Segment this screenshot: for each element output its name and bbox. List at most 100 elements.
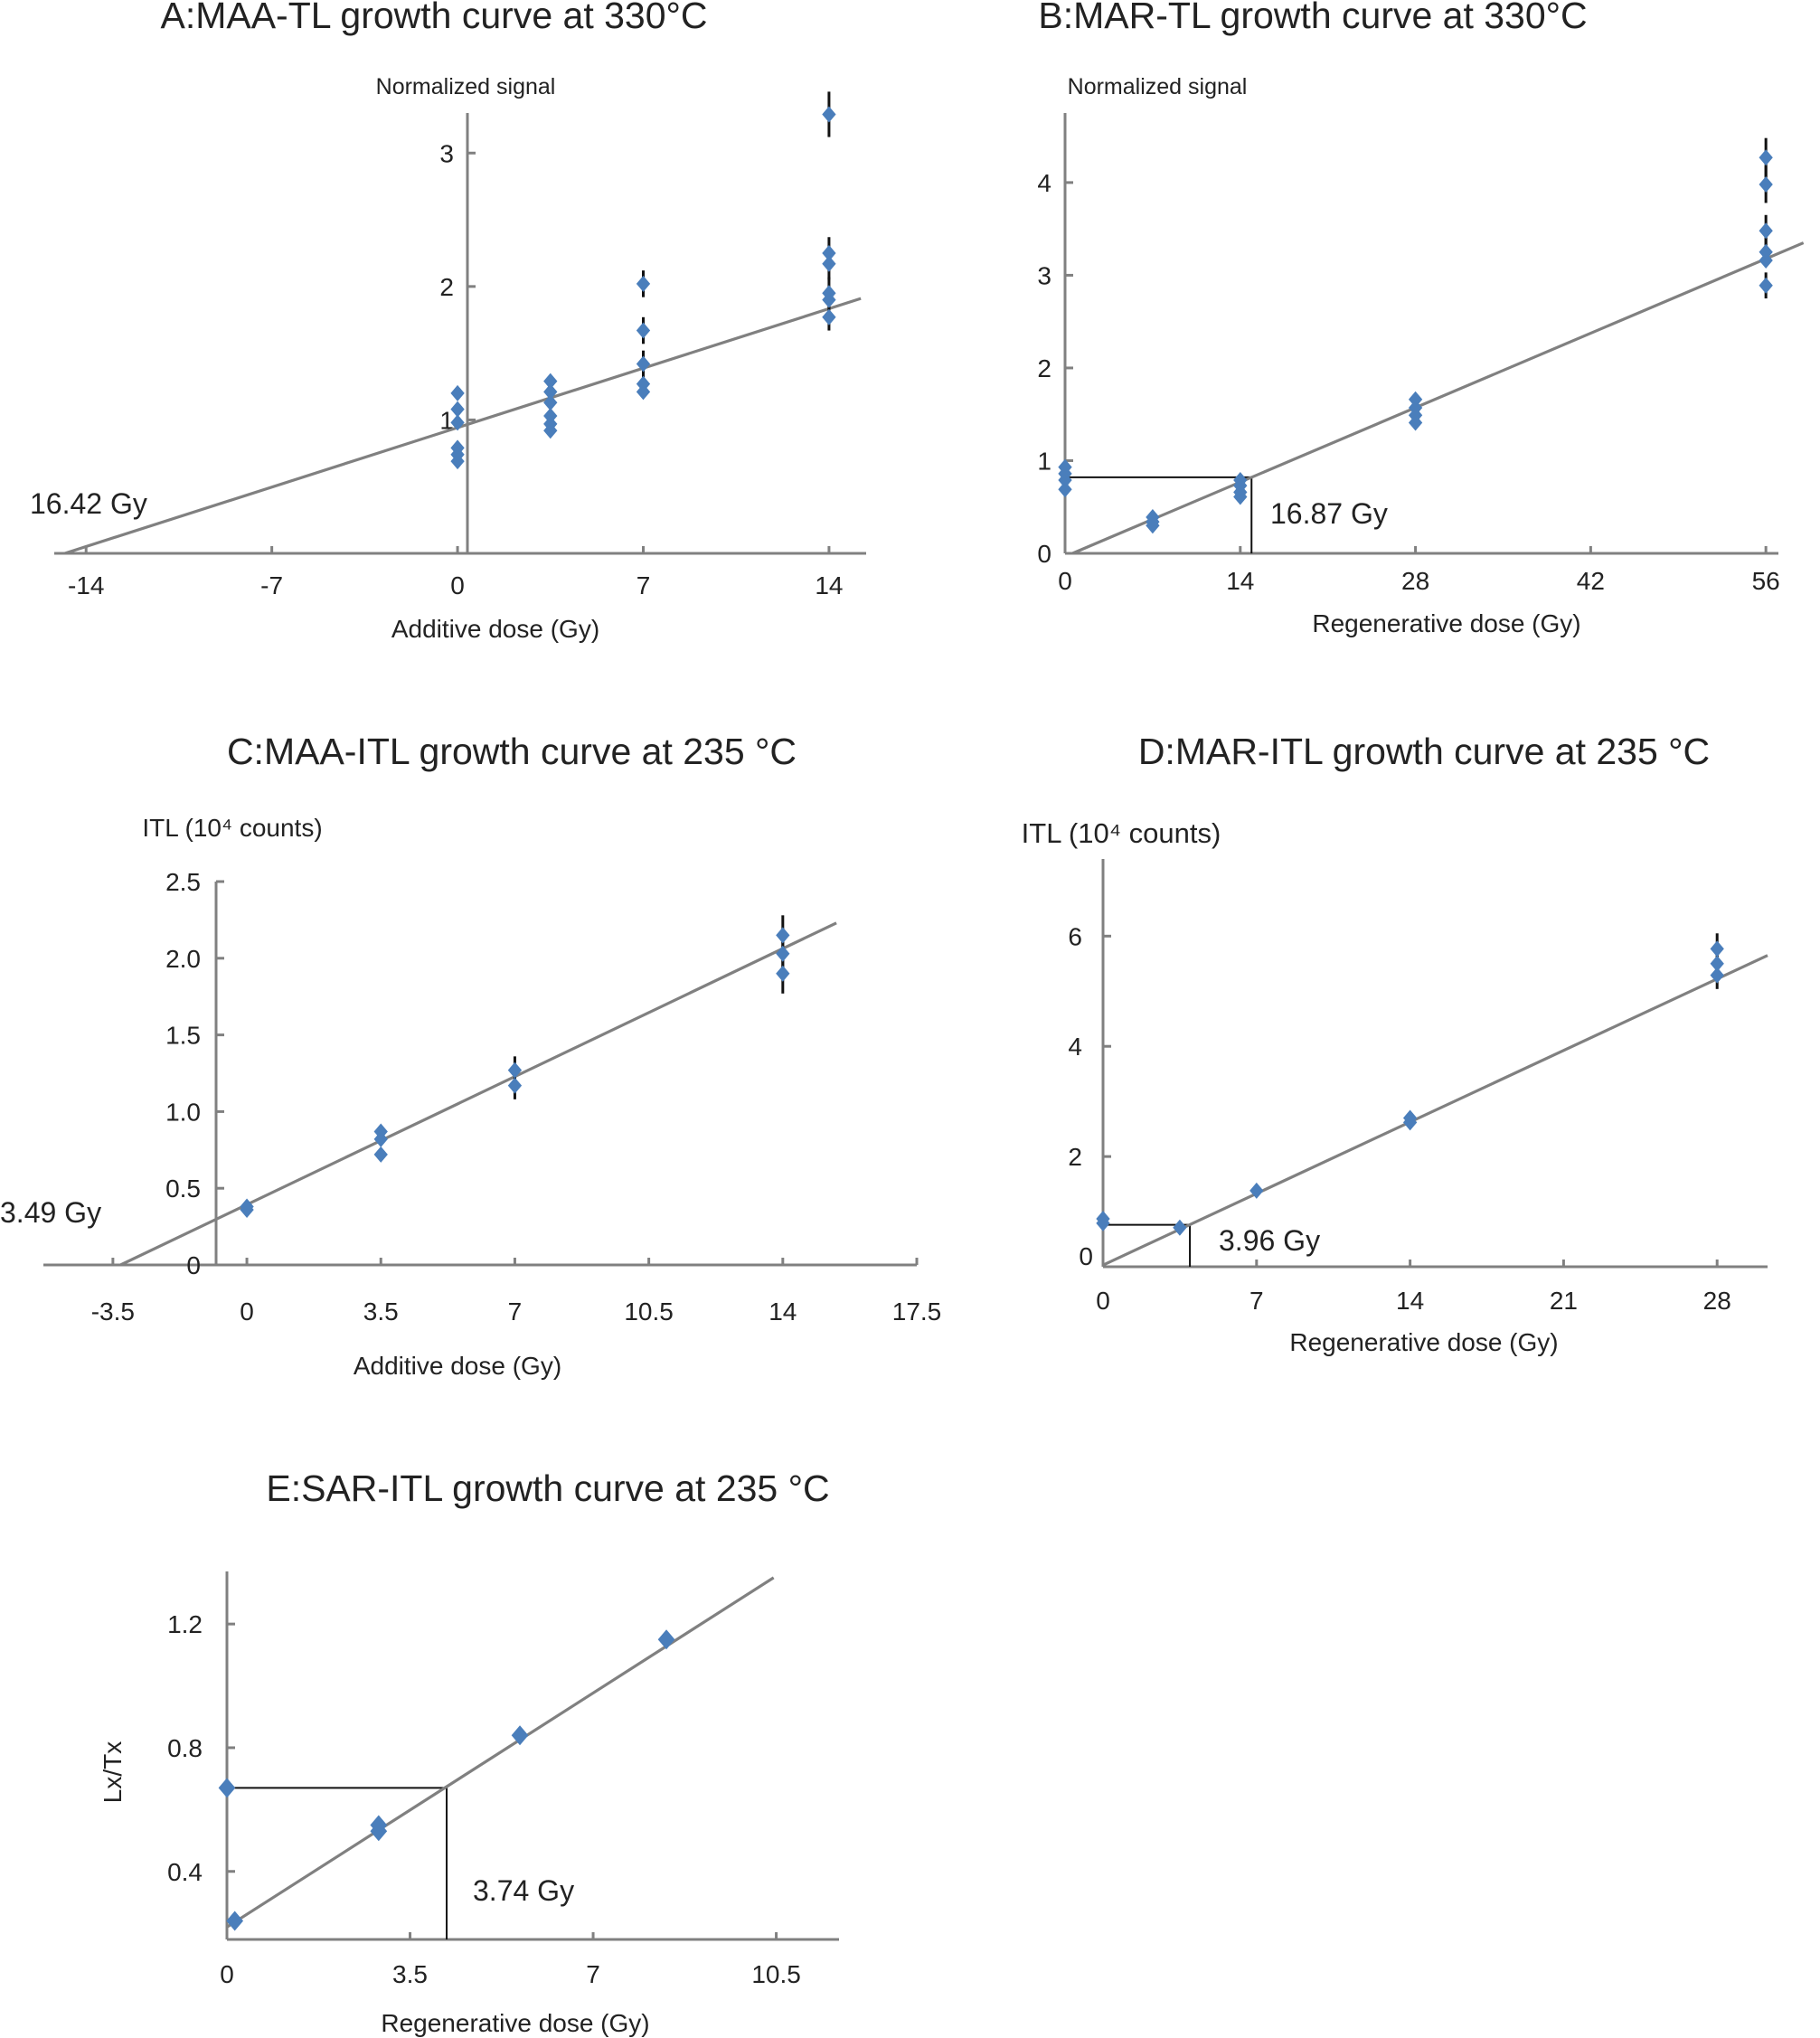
panel-a-data-point	[822, 291, 836, 308]
panel-a-data-point	[636, 355, 651, 373]
panel-e-fit-line	[226, 1576, 775, 1929]
panel-c-data-point	[240, 1201, 254, 1218]
panel-b-data-point	[1759, 149, 1773, 166]
panel-c-data-point	[776, 965, 790, 982]
panel-e-x-tick-label: 10.5	[751, 1960, 801, 1988]
panel-a-x-tick-label: -7	[260, 571, 283, 599]
panel-b-data-point	[1233, 488, 1248, 505]
panel-b-data-point	[1408, 414, 1423, 431]
panel-e: E:SAR-ITL growth curve at 235 °C Lx/Tx R…	[99, 1467, 839, 2037]
panel-d-x-tick-label: 14	[1396, 1287, 1424, 1315]
panel-e-data-point	[657, 1629, 675, 1650]
panel-a-data-point	[822, 244, 836, 261]
panel-c-data-point	[373, 1146, 388, 1163]
panel-d-data-point	[1402, 1114, 1418, 1131]
panel-c-x-tick-label: 0	[240, 1297, 254, 1326]
panel-d: D:MAR-ITL growth curve at 235 °C ITL (10…	[1022, 731, 1768, 1356]
panel-a-data-point	[822, 308, 836, 326]
panel-c-x-tick-label: 10.5	[624, 1297, 674, 1326]
panel-e-x-tick-label: 3.5	[392, 1960, 428, 1988]
panel-c-title: C:MAA-ITL growth curve at 235 °C	[227, 731, 797, 772]
panel-c: C:MAA-ITL growth curve at 235 °C ITL (10…	[0, 731, 941, 1380]
panel-c-y-tick-label: 1.5	[165, 1022, 201, 1050]
panel-c-x-tick-label: 17.5	[892, 1297, 942, 1326]
panel-a-data-point	[822, 106, 836, 123]
panel-c-y-tick-label: 1.0	[165, 1098, 201, 1126]
panel-a-y-tick-label: 1	[439, 406, 454, 434]
panel-b-fit-line	[1071, 241, 1805, 555]
panel-d-x-tick-label: 7	[1249, 1287, 1264, 1315]
panel-e-x-tick-label: 0	[220, 1960, 234, 1988]
panel-c-x-tick-label: 3.5	[363, 1297, 399, 1326]
panel-b-data-point	[1408, 391, 1423, 408]
panel-a-data-point	[543, 373, 558, 390]
panel-c-ylabel: ITL (10⁴ counts)	[142, 814, 322, 842]
panel-d-dose-annotation: 3.96 Gy	[1219, 1224, 1320, 1257]
panel-e-y-tick-label: 0.4	[167, 1858, 203, 1886]
panel-b-y-tick-label: 4	[1037, 169, 1051, 197]
panel-b-data-point	[1146, 517, 1160, 534]
panel-b-x-tick-label: 28	[1401, 567, 1429, 595]
panel-a-data-point	[822, 255, 836, 272]
panel-e-data-point	[511, 1725, 529, 1746]
panel-c-x-tick-label: 14	[769, 1297, 797, 1326]
panel-d-y-tick-label: 6	[1068, 922, 1082, 950]
panel-b: B:MAR-TL growth curve at 330°C Normalize…	[1037, 0, 1805, 637]
panel-a-dose-annotation: 16.42 Gy	[30, 487, 147, 520]
panel-d-data-point	[1710, 967, 1724, 984]
panel-e-dose-annotation: 3.74 Gy	[473, 1874, 574, 1907]
panel-d-title: D:MAR-ITL growth curve at 235 °C	[1138, 731, 1710, 772]
panel-a-x-tick-label: 7	[637, 571, 651, 599]
panel-b-y-tick-label: 1	[1037, 447, 1051, 475]
panel-b-data-point	[1759, 222, 1773, 240]
panel-b-x-tick-label: 0	[1058, 567, 1072, 595]
panel-d-data-point	[1710, 940, 1724, 958]
panel-a-fit-line	[64, 297, 862, 555]
panel-c-x-tick-label: -3.5	[91, 1297, 135, 1326]
panel-e-data-point	[370, 1821, 388, 1842]
panel-a-data-point	[636, 383, 651, 401]
panel-b-y-tick-label: 0	[1037, 540, 1051, 568]
panel-b-title: B:MAR-TL growth curve at 330°C	[1038, 0, 1587, 36]
panel-a-data-point	[636, 322, 651, 339]
panel-d-data-point	[1710, 955, 1724, 972]
panel-c-data-point	[776, 945, 790, 962]
panel-c-dose-annotation: 3.49 Gy	[0, 1196, 101, 1229]
panel-c-y-tick-label: 2.5	[165, 868, 201, 896]
panel-d-data-point	[1173, 1219, 1187, 1236]
panel-e-x-tick-label: 7	[586, 1960, 600, 1988]
panel-d-data-point	[1249, 1182, 1264, 1199]
panel-e-xlabel: Regenerative dose (Gy)	[381, 2009, 649, 2037]
panel-a-x-tick-label: -14	[68, 571, 104, 599]
panel-b-x-tick-label: 14	[1226, 567, 1254, 595]
panel-a-data-point	[450, 453, 465, 470]
panel-d-ylabel: ITL (10⁴ counts)	[1022, 817, 1221, 849]
panel-b-data-point	[1058, 481, 1072, 498]
panel-b-y-tick-label: 3	[1037, 261, 1051, 289]
panel-b-x-tick-label: 42	[1577, 567, 1605, 595]
panel-b-data-point	[1759, 277, 1773, 294]
panel-a-data-point	[543, 394, 558, 411]
panel-a-y-tick-label: 2	[439, 273, 454, 301]
panel-c-xlabel: Additive dose (Gy)	[354, 1352, 561, 1380]
panel-b-x-tick-label: 56	[1752, 567, 1780, 595]
panel-a-ylabel: Normalized signal	[376, 74, 556, 99]
panel-e-ylabel: Lx/Tx	[99, 1741, 127, 1803]
panel-c-data-point	[776, 927, 790, 944]
panel-a-data-point	[636, 275, 651, 292]
panel-b-dose-annotation: 16.87 Gy	[1270, 497, 1388, 530]
panel-a-data-point	[450, 401, 465, 418]
panel-e-y-tick-label: 1.2	[167, 1610, 203, 1638]
panel-a-y-tick-label: 3	[439, 139, 454, 167]
panel-a-xlabel: Additive dose (Gy)	[391, 615, 599, 643]
panel-c-x-tick-label: 7	[508, 1297, 523, 1326]
panel-d-y-tick-label: 4	[1068, 1033, 1082, 1061]
panel-b-ylabel: Normalized signal	[1068, 74, 1248, 99]
panel-c-y-tick-label: 2.0	[165, 945, 201, 973]
panel-e-title: E:SAR-ITL growth curve at 235 °C	[266, 1467, 829, 1509]
panel-e-data-point	[226, 1911, 244, 1931]
panel-b-y-tick-label: 2	[1037, 354, 1051, 382]
panel-e-data-point	[218, 1778, 236, 1798]
panel-d-x-tick-label: 28	[1703, 1287, 1731, 1315]
